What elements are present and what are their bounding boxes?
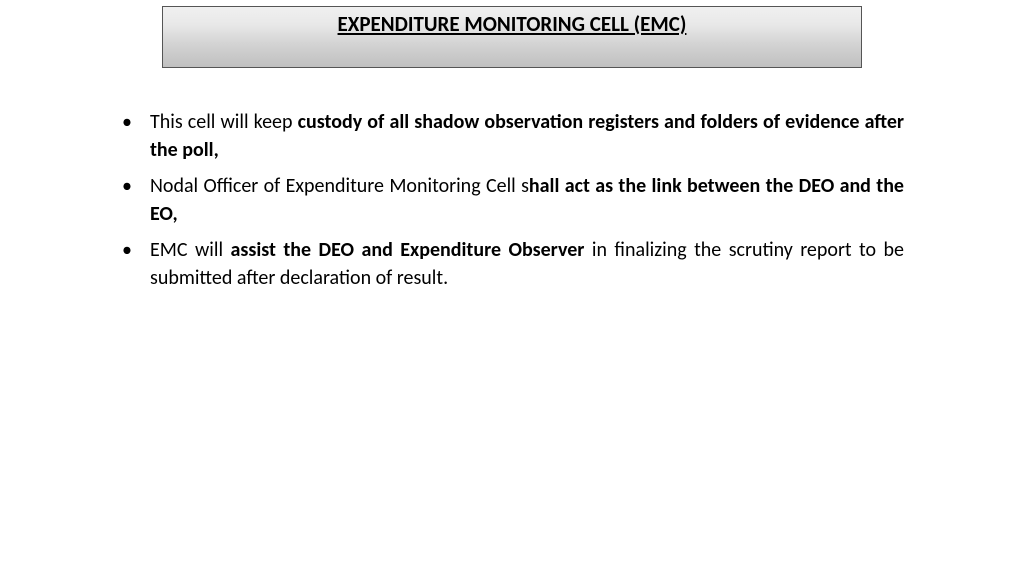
bullet-text-bold: assist the DEO and Expenditure Observer [230,238,584,262]
content-area: This cell will keep custody of all shado… [0,108,1024,292]
bullet-text-plain: EMC will [150,238,230,262]
list-item: Nodal Officer of Expenditure Monitoring … [110,172,904,228]
page-title: EXPENDITURE MONITORING CELL (EMC) [338,11,687,37]
bullet-text-plain: This cell will keep [150,110,298,134]
bullet-list: This cell will keep custody of all shado… [110,108,904,292]
list-item: EMC will assist the DEO and Expenditure … [110,236,904,292]
list-item: This cell will keep custody of all shado… [110,108,904,164]
title-bar: EXPENDITURE MONITORING CELL (EMC) [162,6,862,68]
bullet-text-plain: Nodal Officer of Expenditure Monitoring … [150,174,529,198]
